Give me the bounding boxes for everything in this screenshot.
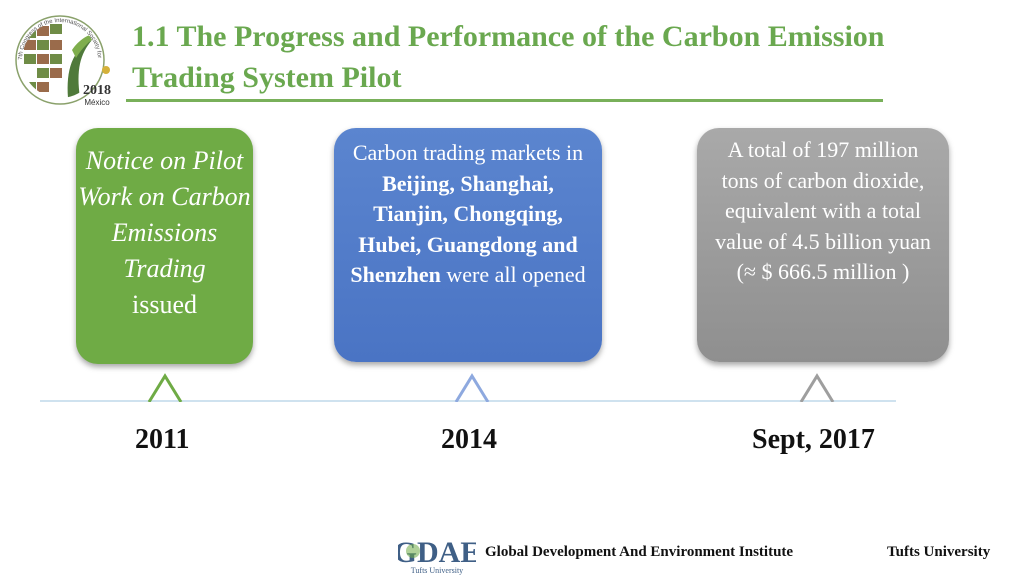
box-2011: Notice on Pilot Work on Carbon Emissions… (76, 128, 253, 364)
logo-place: México (84, 98, 110, 107)
box-2017: A total of 197 million tons of carbon di… (697, 128, 949, 362)
gdae-logo: GDAE Tufts University (398, 536, 476, 575)
year-2011: 2011 (135, 424, 190, 455)
slide-title: 1.1 The Progress and Performance of the … (132, 20, 885, 94)
marker-2017 (799, 373, 835, 402)
box-2017-text: A total of 197 million tons of carbon di… (715, 137, 931, 254)
box-2014-text1: Carbon trading markets in (352, 140, 584, 165)
marker-2011 (147, 373, 183, 402)
box-2011-italic: Notice on Pilot Work on Carbon Emissions… (78, 146, 251, 283)
footer-institute: Global Development And Environment Insti… (485, 544, 794, 560)
year-2014: 2014 (441, 424, 497, 455)
footer-university: Tufts University (887, 544, 991, 560)
caret-up-icon (147, 373, 183, 402)
caret-up-icon (799, 373, 835, 402)
timeline-line (40, 400, 896, 402)
marker-2014 (454, 373, 490, 402)
box-2014-text2: were all opened (440, 262, 586, 287)
box-2017-usd: (≈ $ 666.5 million ) (736, 259, 910, 284)
gdae-logo-sub: Tufts University (411, 566, 463, 575)
logo-year: 2018 (83, 83, 111, 98)
globe-icon (22, 22, 98, 98)
box-2011-plain: issued (132, 290, 197, 319)
caret-up-icon (454, 373, 490, 402)
box-2014-cities: Beijing, Shanghai, Tianjin, Chongqing, H… (350, 170, 578, 288)
box-2014: Carbon trading markets in Beijing, Shang… (334, 128, 602, 362)
year-2017: Sept, 2017 (752, 424, 875, 455)
title-underline (126, 99, 883, 102)
congress-logo: 7th Congress of the International Societ… (10, 10, 111, 107)
